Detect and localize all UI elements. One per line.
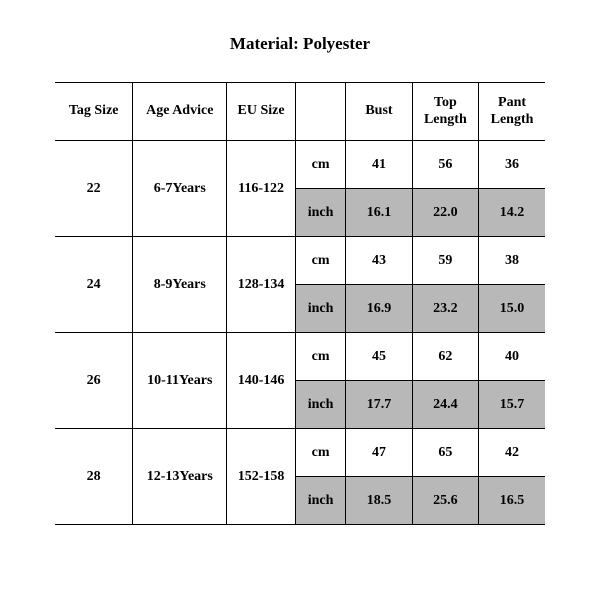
cell-bust-in: 17.7 — [346, 381, 412, 429]
table-row: 28 12-13Years 152-158 cm 47 65 42 — [55, 429, 545, 477]
cell-eu: 152-158 — [227, 429, 296, 525]
cell-pant-cm: 38 — [479, 237, 545, 285]
cell-top-cm: 62 — [412, 333, 478, 381]
cell-top-cm: 59 — [412, 237, 478, 285]
table-row: 22 6-7Years 116-122 cm 41 56 36 — [55, 141, 545, 189]
cell-tag: 22 — [55, 141, 133, 237]
cell-age: 12-13Years — [133, 429, 227, 525]
cell-bust-in: 16.9 — [346, 285, 412, 333]
page-title: Material: Polyester — [0, 0, 600, 82]
cell-pant-in: 15.7 — [479, 381, 545, 429]
cell-pant-in: 16.5 — [479, 477, 545, 525]
table-row: 26 10-11Years 140-146 cm 45 62 40 — [55, 333, 545, 381]
cell-unit-cm: cm — [295, 429, 345, 477]
size-chart-table: Tag Size Age Advice EU Size Bust Top Len… — [55, 82, 545, 525]
cell-unit-cm: cm — [295, 237, 345, 285]
col-top-length: Top Length — [412, 83, 478, 141]
cell-pant-in: 14.2 — [479, 189, 545, 237]
cell-unit-cm: cm — [295, 333, 345, 381]
cell-bust-cm: 41 — [346, 141, 412, 189]
cell-bust-in: 16.1 — [346, 189, 412, 237]
cell-eu: 116-122 — [227, 141, 296, 237]
col-age-advice: Age Advice — [133, 83, 227, 141]
table-body: 22 6-7Years 116-122 cm 41 56 36 inch 16.… — [55, 141, 545, 525]
cell-tag: 28 — [55, 429, 133, 525]
cell-age: 10-11Years — [133, 333, 227, 429]
cell-top-cm: 65 — [412, 429, 478, 477]
table-row: 24 8-9Years 128-134 cm 43 59 38 — [55, 237, 545, 285]
cell-bust-in: 18.5 — [346, 477, 412, 525]
cell-pant-cm: 42 — [479, 429, 545, 477]
col-pant-length: Pant Length — [479, 83, 545, 141]
cell-top-in: 22.0 — [412, 189, 478, 237]
table-header-row: Tag Size Age Advice EU Size Bust Top Len… — [55, 83, 545, 141]
col-tag-size: Tag Size — [55, 83, 133, 141]
cell-top-cm: 56 — [412, 141, 478, 189]
cell-top-in: 23.2 — [412, 285, 478, 333]
cell-unit-inch: inch — [295, 477, 345, 525]
cell-age: 8-9Years — [133, 237, 227, 333]
col-eu-size: EU Size — [227, 83, 296, 141]
cell-unit-inch: inch — [295, 189, 345, 237]
cell-tag: 26 — [55, 333, 133, 429]
cell-unit-inch: inch — [295, 381, 345, 429]
col-bust: Bust — [346, 83, 412, 141]
cell-unit-cm: cm — [295, 141, 345, 189]
cell-eu: 140-146 — [227, 333, 296, 429]
cell-bust-cm: 45 — [346, 333, 412, 381]
cell-tag: 24 — [55, 237, 133, 333]
cell-bust-cm: 43 — [346, 237, 412, 285]
cell-unit-inch: inch — [295, 285, 345, 333]
cell-pant-cm: 40 — [479, 333, 545, 381]
cell-pant-in: 15.0 — [479, 285, 545, 333]
cell-top-in: 24.4 — [412, 381, 478, 429]
cell-age: 6-7Years — [133, 141, 227, 237]
cell-pant-cm: 36 — [479, 141, 545, 189]
cell-bust-cm: 47 — [346, 429, 412, 477]
col-unit — [295, 83, 345, 141]
cell-top-in: 25.6 — [412, 477, 478, 525]
cell-eu: 128-134 — [227, 237, 296, 333]
